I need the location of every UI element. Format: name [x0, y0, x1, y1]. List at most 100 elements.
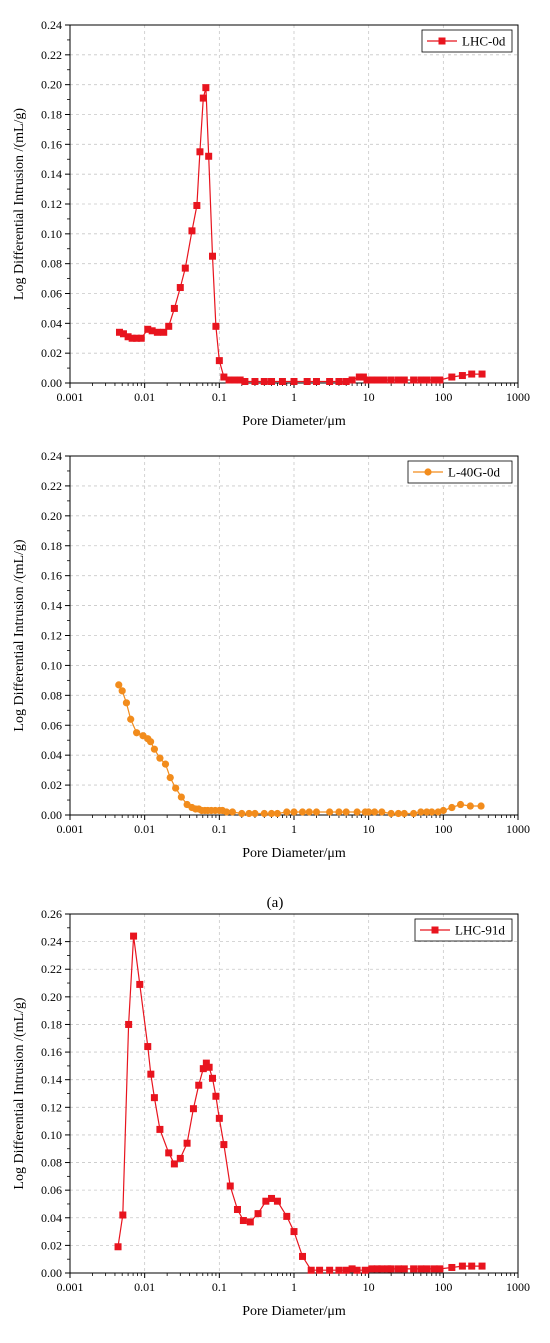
data-point: [222, 808, 231, 816]
y-tick-label: 0.16: [41, 137, 62, 151]
data-point: [172, 784, 180, 792]
legend: L-40G-0d: [407, 460, 513, 484]
data-point: [161, 760, 170, 768]
data-point: [283, 1212, 291, 1220]
y-tick-label: 0.24: [41, 935, 62, 949]
data-point: [423, 1265, 431, 1273]
data-point: [144, 325, 152, 333]
data-point: [220, 1141, 228, 1149]
data-point: [342, 378, 350, 386]
data-point: [417, 808, 425, 816]
data-point: [128, 334, 136, 342]
legend-label: LHC-91d: [455, 923, 505, 938]
data-point: [215, 1114, 223, 1122]
y-tick-label: 0.00: [41, 1266, 62, 1280]
chart-l-40g-0d: 0.001 0.01 0.1 1 10 100 1000 0.00 0.02 0.04 0.06 0.…: [12, 449, 530, 861]
data-point: [477, 802, 485, 810]
data-point: [137, 334, 145, 342]
y-axis-label: Log Differential Intrusion /(mL/g): [12, 108, 27, 301]
legend-label: LHC-0d: [462, 34, 506, 49]
x-tick-label: 0.01: [134, 822, 155, 836]
data-point: [410, 1265, 418, 1273]
data-point: [166, 774, 174, 782]
data-point: [378, 1265, 386, 1273]
y-tick-label: 0.00: [41, 808, 62, 822]
data-point: [312, 808, 321, 816]
y-tick-label: 0.02: [41, 778, 62, 792]
y-tick-label: 0.18: [41, 539, 62, 553]
data-point: [215, 357, 223, 365]
x-tick-label: 0.001: [57, 1280, 84, 1294]
data-point: [199, 1065, 207, 1073]
data-point: [370, 808, 379, 816]
data-point: [165, 1149, 173, 1157]
y-tick-label: 0.22: [41, 479, 62, 493]
data-point: [436, 376, 444, 384]
data-point: [136, 980, 144, 988]
y-tick-label: 0.08: [41, 688, 62, 702]
data-point: [245, 809, 253, 818]
data-point: [305, 808, 313, 816]
x-tick-label: 100: [434, 822, 452, 836]
data-point: [212, 322, 220, 330]
data-point: [316, 1266, 324, 1274]
data-point: [124, 333, 132, 341]
y-tick-label: 0.06: [41, 1183, 62, 1197]
data-point: [268, 378, 276, 386]
y-tick-label: 0.20: [41, 509, 62, 523]
y-tick-label: 0.04: [41, 316, 62, 330]
data-point: [133, 334, 141, 342]
data-point: [156, 1125, 164, 1133]
data-point: [400, 376, 408, 384]
data-point: [260, 378, 268, 386]
data-point: [417, 1265, 425, 1273]
data-point: [394, 1265, 402, 1273]
y-tick-label: 0.06: [41, 718, 62, 732]
data-point: [353, 808, 361, 816]
data-point: [189, 1105, 197, 1113]
y-tick-label: 0.24: [41, 18, 62, 32]
data-point: [290, 808, 298, 816]
y-tick-label: 0.10: [41, 658, 62, 672]
data-point: [458, 1262, 466, 1270]
x-tick-label: 0.1: [212, 1280, 227, 1294]
data-point: [115, 328, 123, 336]
data-point: [303, 378, 311, 386]
data-point: [202, 84, 210, 92]
y-tick-label: 0.06: [41, 287, 62, 301]
data-point: [220, 373, 228, 381]
data-point: [326, 1266, 334, 1274]
data-point: [335, 378, 343, 386]
data-point: [160, 328, 168, 336]
x-tick-label: 10: [363, 822, 375, 836]
data-point: [233, 1205, 241, 1213]
data-point: [260, 809, 268, 818]
data-point: [478, 1262, 486, 1270]
data-point: [209, 1074, 217, 1082]
data-point: [394, 809, 402, 818]
data-point: [417, 376, 425, 384]
y-tick-label: 0.26: [41, 907, 62, 921]
x-tick-label: 0.001: [57, 390, 84, 404]
y-tick-label: 0.16: [41, 1045, 62, 1059]
x-tick-label: 100: [434, 1280, 452, 1294]
data-point: [236, 376, 244, 384]
data-point: [176, 1154, 184, 1162]
y-tick-label: 0.00: [41, 376, 62, 390]
x-tick-label: 1: [291, 390, 297, 404]
data-point: [430, 376, 438, 384]
data-point: [130, 932, 138, 940]
x-axis-label: Pore Diameter/μm: [242, 846, 346, 861]
y-tick-label: 0.10: [41, 227, 62, 241]
data-point: [119, 1211, 127, 1219]
data-point: [196, 148, 204, 156]
x-tick-label: 0.01: [134, 1280, 155, 1294]
legend-marker: [438, 37, 446, 45]
data-point: [290, 378, 298, 386]
data-point: [125, 1020, 133, 1028]
data-point: [326, 808, 334, 816]
data-point: [254, 1210, 262, 1218]
y-tick-label: 0.16: [41, 569, 62, 583]
data-point: [144, 1043, 152, 1051]
